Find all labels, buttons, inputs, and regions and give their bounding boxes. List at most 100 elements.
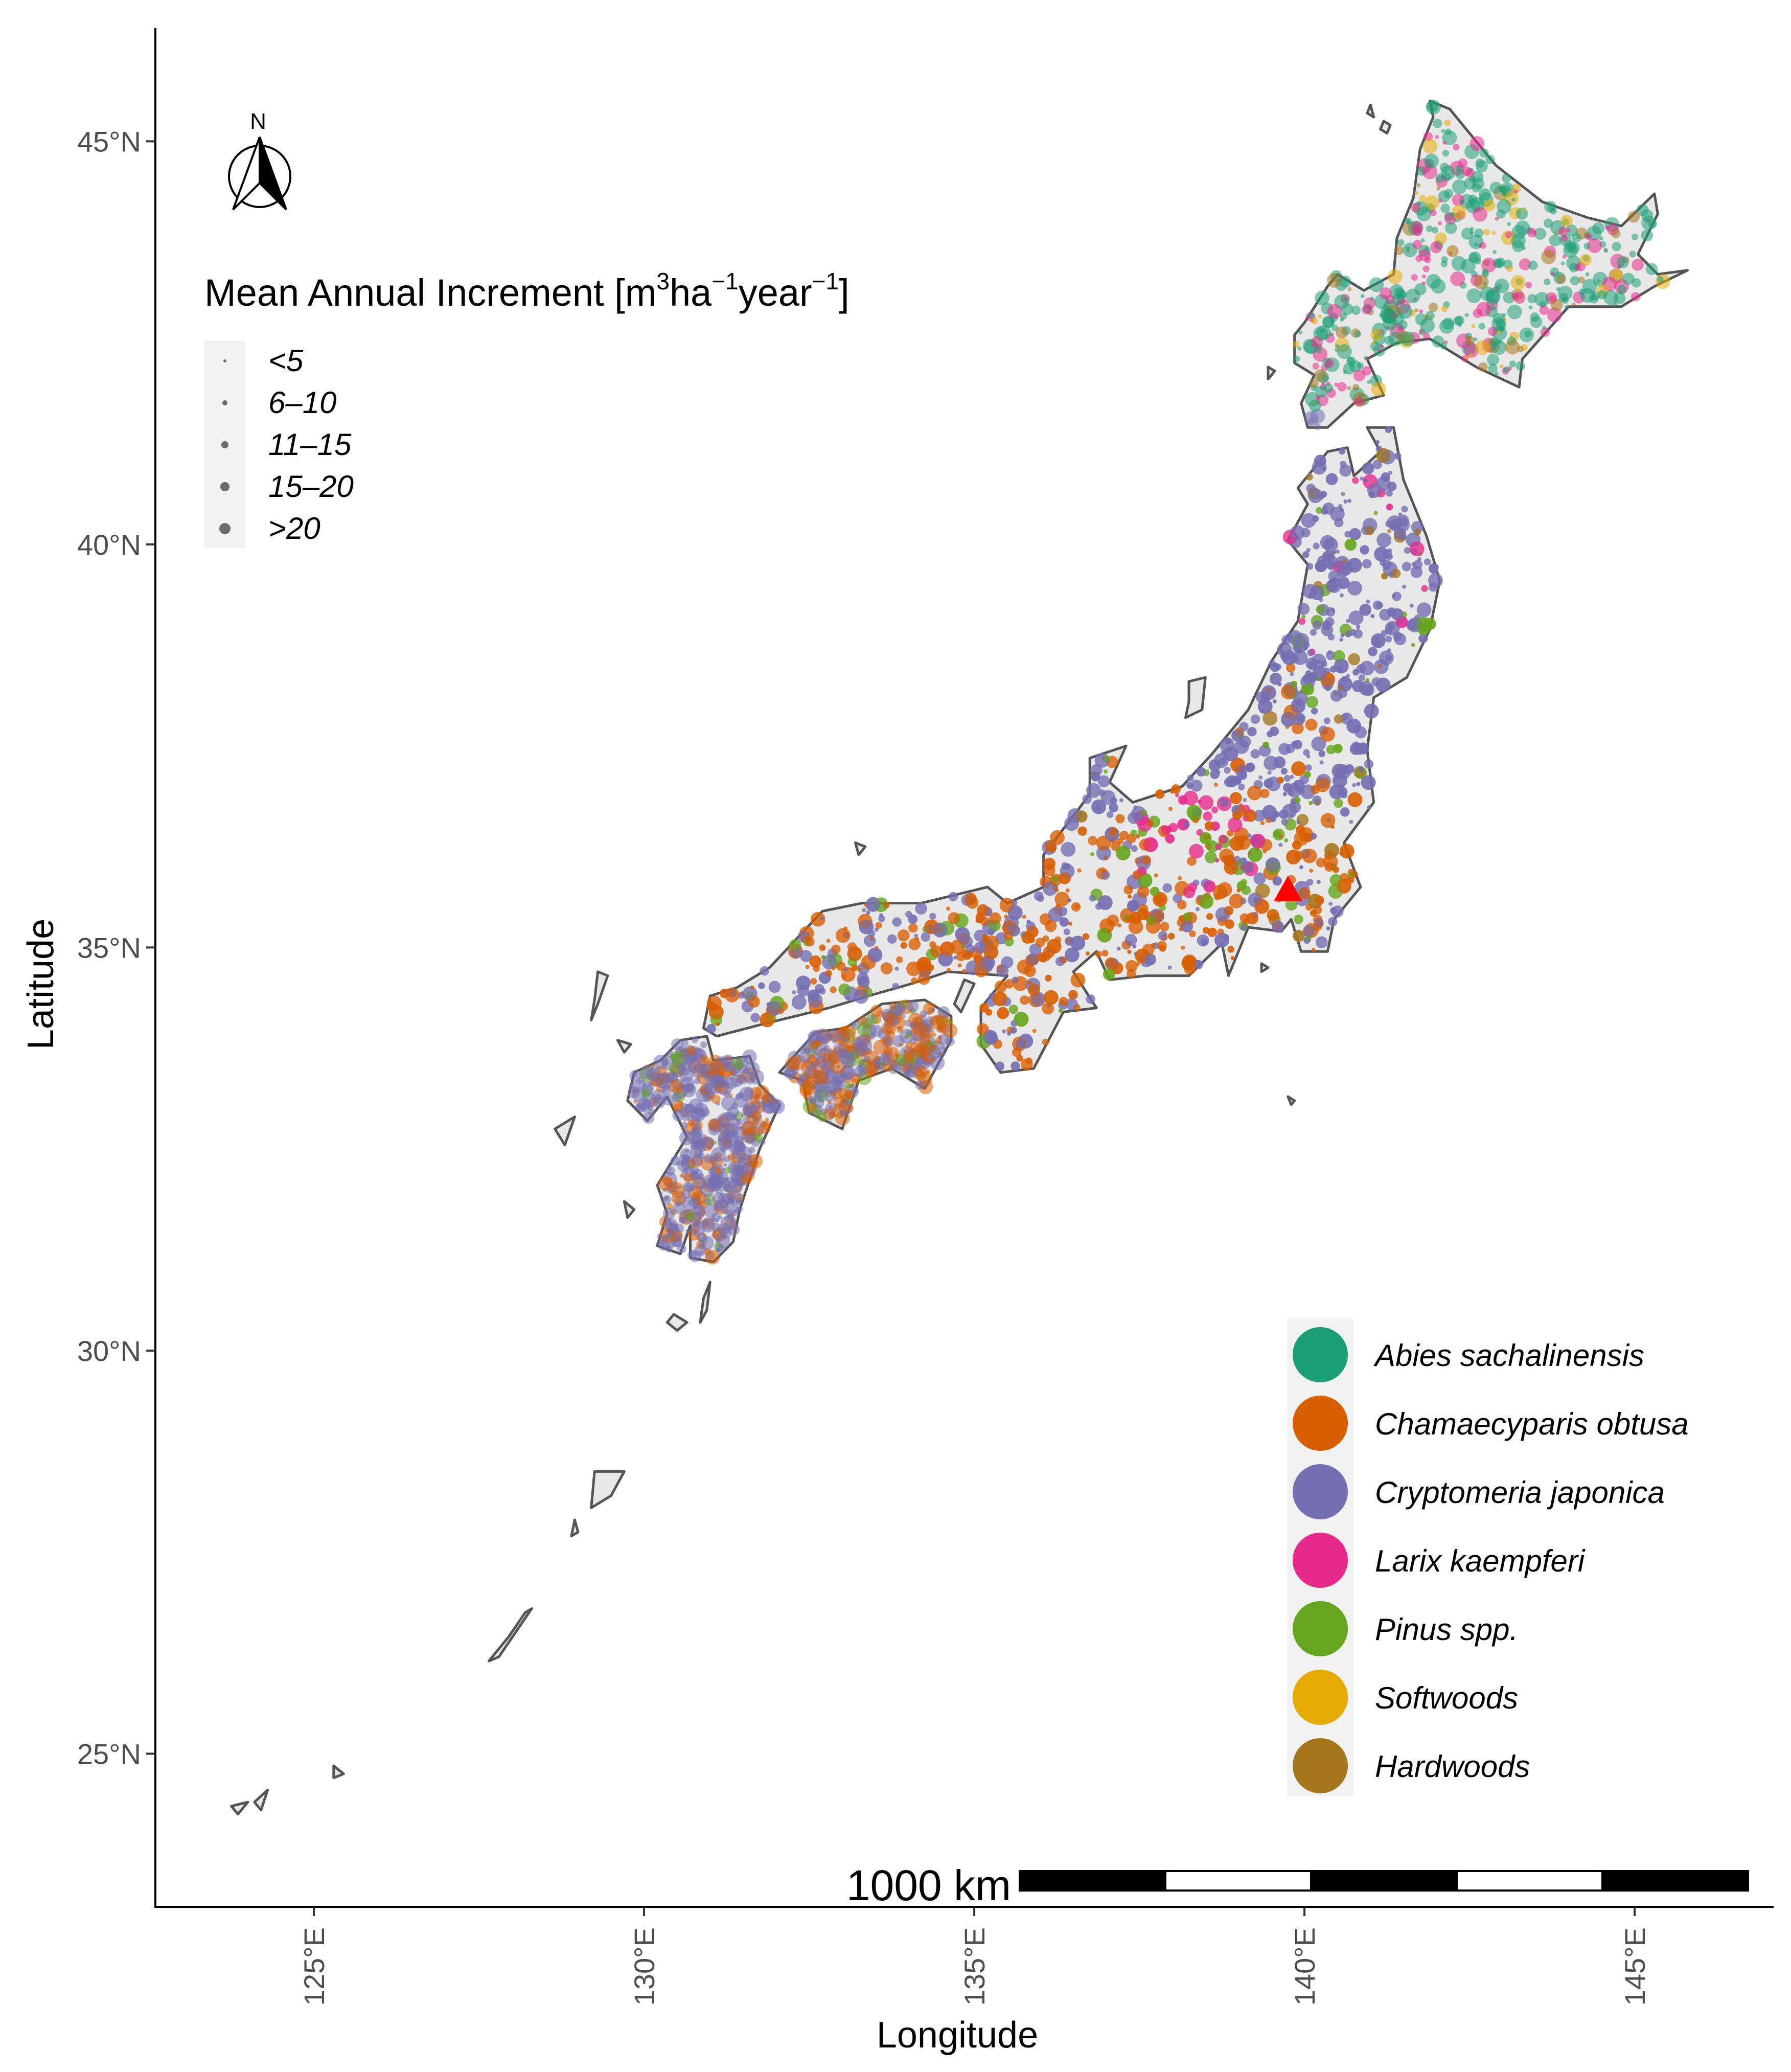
- plot-point: [1311, 948, 1316, 952]
- plot-point: [892, 983, 899, 990]
- plot-point: [1208, 759, 1221, 771]
- plot-point: [1187, 775, 1194, 782]
- plot-point: [931, 1008, 935, 1012]
- plot-point: [1310, 629, 1317, 636]
- plot-point: [1426, 100, 1441, 115]
- plot-point: [1026, 919, 1031, 924]
- plot-point: [1222, 856, 1226, 860]
- plot-point: [914, 933, 919, 938]
- plot-point: [1483, 229, 1490, 236]
- plot-point: [1302, 683, 1315, 696]
- plot-point: [1570, 276, 1580, 286]
- plot-point: [962, 950, 972, 960]
- x-axis-title: Longitude: [877, 2015, 1038, 2056]
- plot-point: [1270, 663, 1280, 672]
- plot-point: [947, 1020, 952, 1024]
- plot-point: [1344, 538, 1357, 551]
- size-legend-label: 15–20: [268, 469, 354, 504]
- plot-point: [1479, 188, 1491, 200]
- plot-point: [1097, 895, 1113, 910]
- plot-point: [1368, 647, 1377, 656]
- plot-point: [1136, 907, 1149, 920]
- plot-point: [1160, 922, 1169, 931]
- species-legend-swatch: [1293, 1396, 1348, 1451]
- plot-point: [1473, 207, 1488, 222]
- plot-point: [748, 994, 753, 999]
- plot-point: [1502, 173, 1511, 183]
- plot-point: [827, 1030, 840, 1042]
- plot-point: [675, 1234, 682, 1241]
- plot-point: [1306, 879, 1314, 886]
- plot-point: [1398, 320, 1408, 330]
- plot-point: [1224, 860, 1239, 875]
- plot-point: [1469, 226, 1474, 231]
- plot-point: [1281, 685, 1296, 699]
- plot-point: [1045, 974, 1052, 982]
- plot-point: [1297, 603, 1310, 615]
- plot-point: [722, 1177, 737, 1192]
- plot-point: [1428, 302, 1438, 312]
- plot-point: [1469, 230, 1474, 235]
- plot-point: [1362, 559, 1372, 568]
- plot-point: [1374, 547, 1389, 562]
- plot-point: [1469, 136, 1485, 151]
- plot-point: [1101, 949, 1109, 957]
- plot-point: [1171, 784, 1181, 794]
- plot-point: [1314, 454, 1326, 467]
- plot-point: [1219, 758, 1226, 765]
- plot-point: [1250, 714, 1260, 724]
- plot-point: [1415, 313, 1427, 326]
- plot-point: [1061, 1000, 1066, 1005]
- plot-point: [997, 1007, 1009, 1019]
- plot-point: [1336, 549, 1340, 554]
- plot-point: [1424, 256, 1431, 263]
- island-tanegashima: [699, 1281, 711, 1324]
- plot-point: [1340, 633, 1345, 637]
- size-legend: Mean Annual Increment [m3ha−1year−1] <5 6…: [204, 268, 849, 548]
- plot-point: [671, 1073, 678, 1080]
- plot-point: [880, 962, 893, 974]
- size-legend-dot: [222, 400, 227, 405]
- plot-point: [1309, 869, 1314, 873]
- plot-point: [1026, 926, 1039, 938]
- plot-point: [1351, 305, 1361, 315]
- plot-point: [1356, 625, 1361, 629]
- plot-point: [674, 1223, 684, 1233]
- plot-point: [905, 1042, 912, 1049]
- plot-point: [648, 1082, 653, 1086]
- plot-point: [1330, 907, 1337, 914]
- plot-point: [743, 1106, 753, 1115]
- plot-point: [1417, 623, 1430, 635]
- plot-point: [1070, 972, 1086, 988]
- plot-point: [1464, 343, 1479, 358]
- plot-point: [1512, 292, 1519, 300]
- plot-point: [1495, 216, 1499, 221]
- plot-point: [1366, 599, 1370, 604]
- plot-point: [962, 969, 967, 973]
- plot-point: [915, 902, 927, 915]
- plot-point: [1440, 203, 1450, 213]
- plot-point: [1012, 976, 1019, 984]
- plot-point: [842, 974, 847, 979]
- plot-point: [1539, 305, 1549, 315]
- plot-point: [1225, 919, 1234, 929]
- plot-point: [1015, 1039, 1025, 1049]
- plot-point: [1206, 840, 1219, 853]
- plot-point: [1325, 473, 1338, 486]
- plot-point: [1492, 250, 1497, 255]
- plot-point: [863, 935, 876, 947]
- plot-point: [1243, 798, 1247, 802]
- plot-point: [847, 1096, 852, 1100]
- plot-point: [1004, 979, 1014, 989]
- plot-point: [1302, 642, 1310, 649]
- plot-point: [1330, 863, 1337, 871]
- plot-point: [1247, 833, 1252, 838]
- plot-point: [985, 1009, 993, 1016]
- plot-point: [1302, 925, 1315, 938]
- plot-point: [1422, 274, 1426, 279]
- plot-point: [1599, 236, 1603, 241]
- plot-point: [1245, 763, 1254, 772]
- plot-point: [1528, 305, 1533, 310]
- plot-point: [948, 912, 960, 924]
- size-legend-dot: [219, 523, 231, 534]
